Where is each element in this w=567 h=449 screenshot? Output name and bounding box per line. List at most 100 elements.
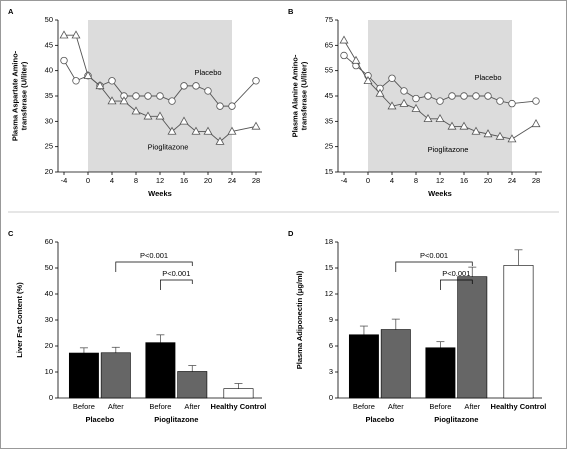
marker — [435, 113, 445, 122]
x-tick-label: 28 — [532, 176, 540, 185]
marker — [472, 92, 480, 100]
x-tick-label: 0 — [86, 176, 90, 185]
x-tick-label: 24 — [508, 176, 516, 185]
y-tick-label: 0 — [49, 393, 53, 402]
y-tick-label: 30 — [45, 315, 53, 324]
group-label: Placebo — [365, 415, 394, 424]
y-tick-label: 40 — [45, 289, 53, 298]
x-tick-label: -4 — [341, 176, 348, 185]
y-tick-label: 6 — [329, 341, 333, 350]
series-line — [64, 34, 257, 143]
x-tick-label: After — [464, 402, 480, 411]
marker — [216, 102, 224, 110]
y-tick-label: 30 — [45, 116, 53, 125]
marker — [471, 126, 481, 135]
x-tick-label: Before — [429, 402, 451, 411]
bar — [68, 352, 99, 399]
marker — [156, 92, 164, 100]
marker — [399, 98, 409, 107]
x-tick-label: 8 — [414, 176, 418, 185]
marker — [83, 70, 93, 79]
marker — [107, 96, 117, 105]
marker — [340, 51, 348, 60]
group-label: Pioglitazone — [434, 415, 478, 424]
bar — [348, 334, 379, 399]
marker — [531, 119, 541, 128]
marker — [144, 92, 152, 100]
series-line — [343, 40, 537, 140]
marker — [192, 82, 200, 90]
significance-bracket — [115, 261, 193, 272]
y-tick-label: 45 — [325, 91, 333, 100]
bar — [380, 329, 411, 399]
marker — [532, 97, 540, 105]
significance-bracket — [160, 279, 193, 290]
x-tick-label: 4 — [110, 176, 114, 185]
marker — [252, 77, 260, 85]
marker — [412, 94, 420, 103]
x-axis-label: Weeks — [428, 189, 452, 198]
marker — [363, 75, 373, 84]
marker — [227, 126, 237, 135]
marker — [167, 126, 177, 135]
bar — [177, 371, 208, 399]
group-label: Pioglitazone — [154, 415, 198, 424]
x-tick-label: Before — [73, 402, 95, 411]
marker — [108, 77, 116, 85]
y-axis-label: transferase (U/liter) — [19, 61, 28, 130]
significance-label: P<0.001 — [442, 269, 470, 278]
x-tick-label: After — [108, 402, 124, 411]
y-axis-label: Liver Fat Content (%) — [15, 282, 24, 358]
panel-letter: B — [288, 7, 294, 16]
group-label: Placebo — [85, 415, 114, 424]
marker — [411, 103, 421, 112]
marker — [424, 92, 432, 100]
marker — [203, 126, 213, 135]
x-tick-label: 28 — [252, 176, 260, 185]
marker — [143, 111, 153, 120]
panel-letter: C — [8, 229, 14, 238]
marker — [375, 88, 385, 97]
panel-letter: D — [288, 229, 294, 238]
y-tick-label: 12 — [325, 289, 333, 298]
y-tick-label: 3 — [329, 367, 333, 376]
x-tick-label: -4 — [61, 176, 68, 185]
marker — [388, 74, 396, 82]
y-tick-label: 35 — [45, 91, 53, 100]
x-tick-label: Healthy Control — [491, 402, 547, 411]
y-tick-label: 18 — [325, 237, 333, 246]
y-axis-label: Plasma Aspartate Amino- — [10, 50, 19, 141]
series-line — [343, 55, 537, 105]
marker — [204, 87, 212, 95]
marker — [496, 97, 504, 105]
series-label: Placebo — [194, 68, 221, 77]
y-tick-label: 20 — [45, 167, 53, 176]
marker — [507, 134, 517, 143]
series-label: Pioglitazone — [428, 145, 469, 154]
bar — [457, 276, 488, 399]
marker — [251, 121, 261, 130]
marker — [59, 30, 69, 39]
marker — [228, 102, 236, 110]
y-tick-label: 55 — [325, 66, 333, 75]
significance-bracket — [395, 261, 473, 272]
y-tick-label: 35 — [325, 116, 333, 125]
y-tick-label: 65 — [325, 40, 333, 49]
marker — [179, 116, 189, 125]
x-axis-label: Weeks — [148, 189, 172, 198]
marker — [168, 97, 176, 105]
marker — [60, 56, 68, 65]
bar — [425, 347, 456, 399]
bar — [503, 265, 534, 399]
marker — [508, 99, 516, 108]
marker — [339, 35, 349, 44]
significance-label: P<0.001 — [162, 269, 190, 278]
x-tick-label: 24 — [228, 176, 236, 185]
marker — [387, 101, 397, 110]
y-tick-label: 10 — [45, 367, 53, 376]
series-label: Placebo — [474, 73, 501, 82]
marker — [71, 30, 81, 39]
marker — [132, 92, 140, 100]
marker — [423, 113, 433, 122]
marker — [448, 92, 456, 100]
